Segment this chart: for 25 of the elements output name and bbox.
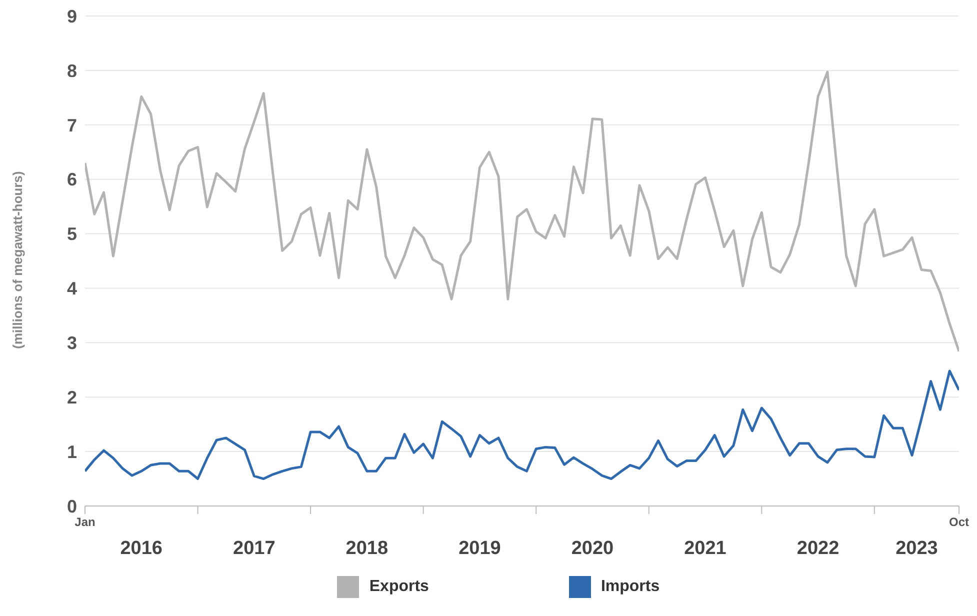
text: 2019: [458, 538, 501, 559]
text: 2023: [896, 538, 938, 559]
legend-label: Imports: [600, 578, 660, 596]
text: 2017: [233, 538, 276, 559]
text: 2021: [684, 538, 727, 559]
y-tick-label: 6: [66, 170, 77, 190]
y-tick-label: 7: [66, 115, 77, 136]
x-tick-label: Jan: [74, 515, 96, 529]
line-series: [85, 370, 959, 480]
y-tick-label: 5: [66, 224, 77, 244]
y-tick-label: 9: [66, 6, 77, 26]
y-tick-label: 0: [66, 496, 77, 516]
y-axis-title: (millions of megawatt-hours): [10, 171, 25, 349]
y-tick-label: 3: [66, 333, 77, 354]
text: 2022: [796, 538, 840, 559]
x-tick-label: Oct: [948, 515, 970, 529]
y-tick-label: 4: [66, 278, 77, 299]
y-tick-label: 8: [66, 60, 77, 81]
line-series: [85, 70, 959, 353]
y-tick-label: 1: [66, 442, 77, 462]
text: 2016: [120, 538, 163, 559]
text: 2020: [571, 538, 614, 559]
y-tick-label: 2: [66, 388, 77, 408]
text: 2018: [346, 538, 388, 559]
legend-label: Exports: [369, 578, 429, 596]
